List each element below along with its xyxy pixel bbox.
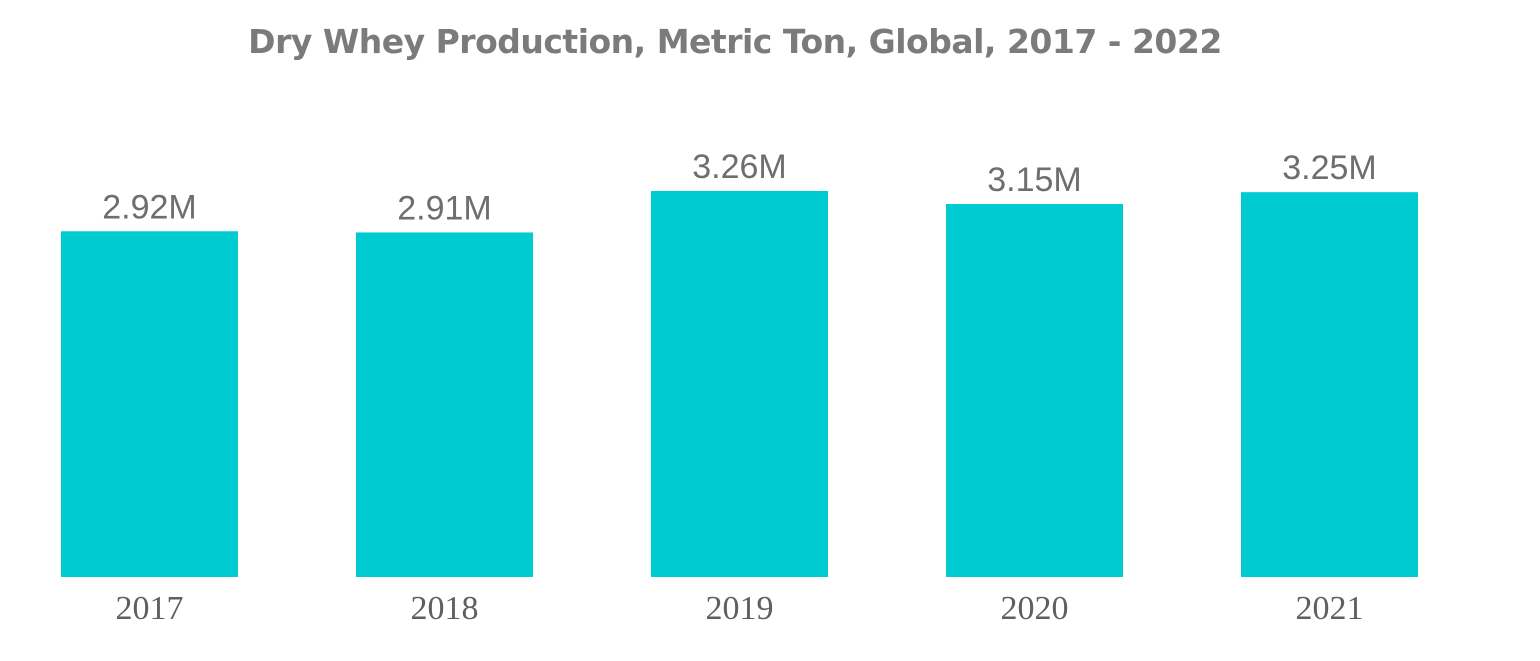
bar-2017	[61, 231, 238, 577]
bars-layer	[61, 191, 1418, 577]
bar-2021	[1241, 192, 1418, 577]
category-label-2019: 2019	[706, 590, 774, 627]
chart-title: Dry Whey Production, Metric Ton, Global,…	[248, 22, 1222, 61]
data-labels-layer: 2.92M 2.91M 3.26M 3.15M 3.25M	[102, 148, 1377, 227]
bar-2018	[356, 232, 533, 577]
category-label-2021: 2021	[1296, 590, 1364, 627]
data-label-2020: 3.15M	[987, 161, 1082, 199]
data-label-2017: 2.92M	[102, 188, 197, 226]
category-label-2018: 2018	[411, 590, 479, 627]
category-label-2017: 2017	[116, 590, 184, 627]
category-label-2020: 2020	[1001, 590, 1069, 627]
data-label-2021: 3.25M	[1282, 149, 1377, 187]
category-labels-layer: 2017 2018 2019 2020 2021	[116, 590, 1364, 627]
data-label-2019: 3.26M	[692, 148, 787, 186]
data-label-2018: 2.91M	[397, 189, 492, 227]
bar-2020	[946, 204, 1123, 577]
bar-2019	[651, 191, 828, 577]
